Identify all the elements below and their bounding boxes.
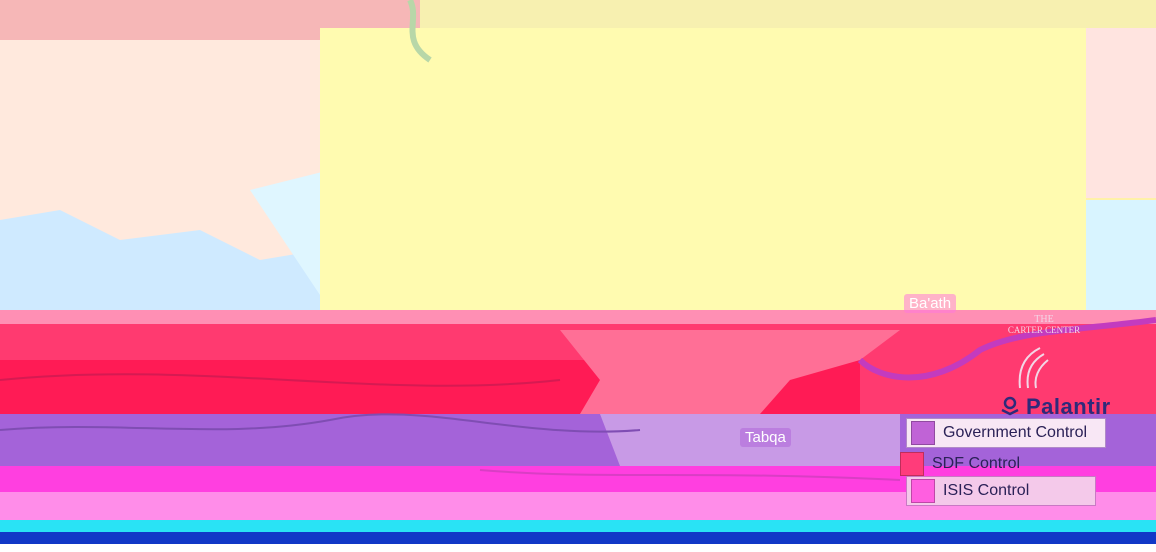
euphrates-river <box>857 317 1156 381</box>
central-yellow-zone <box>320 28 1086 310</box>
sdf-subzone <box>560 330 900 414</box>
bottom-bar-blue <box>0 532 1156 544</box>
label-tabqa: Tabqa <box>740 428 791 447</box>
carter-center-logo: THE CARTER CENTER <box>994 314 1094 336</box>
legend-swatch-isis <box>911 479 935 503</box>
legend-item-government: Government Control <box>906 418 1106 448</box>
legend-item-sdf: SDF Control <box>900 450 1065 478</box>
palantir-mark-icon <box>1001 396 1019 416</box>
north-strip <box>420 0 1156 28</box>
label-baath: Ba'ath <box>904 294 957 313</box>
carter-center-line2: CARTER CENTER <box>1007 325 1081 335</box>
road-2 <box>0 373 561 387</box>
sdf-band-top <box>0 310 1156 324</box>
palantir-logo: Palantir <box>1000 394 1111 420</box>
legend-swatch-sdf <box>900 452 924 476</box>
carter-center-line1: THE <box>1034 314 1054 325</box>
road-3 <box>479 469 901 481</box>
legend-swatch-government <box>911 421 935 445</box>
palantir-wordmark: Palantir <box>1026 394 1111 419</box>
legend-label-government: Government Control <box>943 424 1088 441</box>
bottom-bar-cyan <box>0 520 1156 532</box>
road-1 <box>0 413 641 433</box>
legend-item-isis: ISIS Control <box>906 476 1096 506</box>
map-legend: Government Control SDF Control ISIS Cont… <box>900 414 1150 524</box>
carter-center-emblem-icon <box>1018 347 1049 389</box>
bottom-edge <box>0 544 1156 552</box>
river-line <box>407 0 432 63</box>
west-water-zone <box>0 210 330 310</box>
north-east-pale <box>1086 28 1156 198</box>
east-water <box>1086 200 1156 310</box>
legend-label-sdf: SDF Control <box>932 455 1021 472</box>
legend-label-isis: ISIS Control <box>943 482 1030 499</box>
